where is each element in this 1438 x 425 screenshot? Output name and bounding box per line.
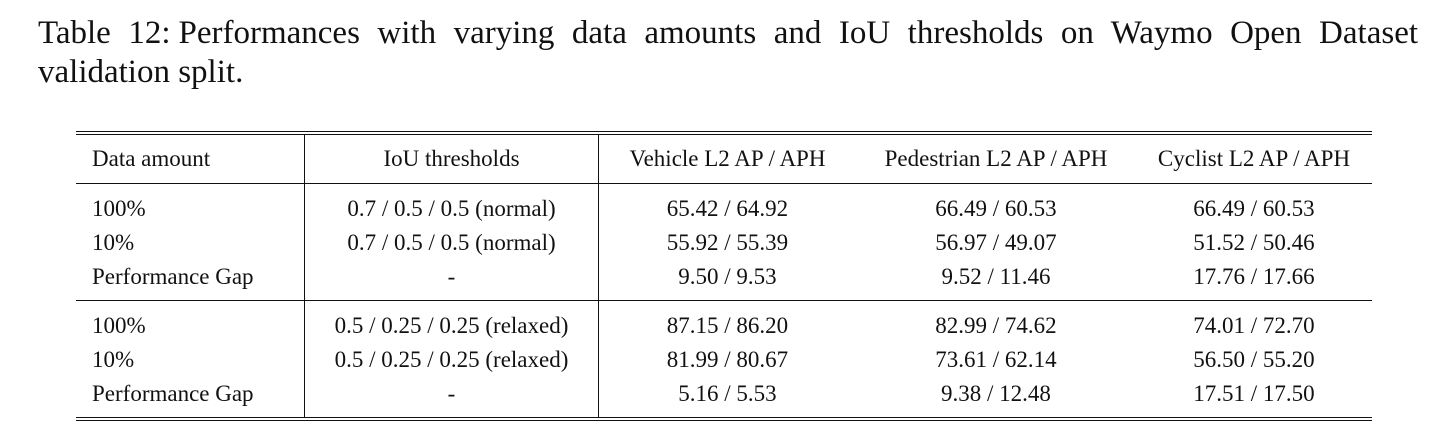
normal-threshold-group: 100% 0.7 / 0.5 / 0.5 (normal) 65.42 / 64…: [76, 183, 1372, 301]
cell-vehicle: 5.16 / 5.53: [678, 381, 777, 406]
header-pedestrian: Pedestrian L2 AP / APH: [856, 133, 1136, 184]
table-row: Performance Gap - 5.16 / 5.53 9.38 / 12.…: [76, 377, 1372, 419]
cell-cyclist: 17.76 / 17.66: [1136, 260, 1372, 301]
cell-cyclist: 56.50 / 55.20: [1193, 347, 1315, 372]
cell-data-amount: 10%: [76, 226, 305, 260]
caption-label: Table 12:: [38, 15, 171, 51]
table-caption: Table 12: Performances with varying data …: [38, 14, 1418, 92]
cell-vehicle: 65.42 / 64.92: [666, 196, 789, 221]
cell-pedestrian: 73.61 / 62.14: [935, 347, 1057, 372]
cell-data-amount: 10%: [76, 343, 305, 377]
table-row: 100% 0.7 / 0.5 / 0.5 (normal) 65.42 / 64…: [76, 183, 1372, 226]
cell-iou: 0.5 / 0.25 / 0.25 (relaxed): [304, 343, 599, 377]
cell-cyclist: 17.51 / 17.50: [1193, 381, 1315, 406]
header-data-amount: Data amount: [76, 133, 305, 184]
header-vehicle: Vehicle L2 AP / APH: [598, 133, 856, 184]
cell-iou: -: [304, 260, 599, 301]
caption-text: Performances with varying data amounts a…: [38, 15, 1419, 90]
cell-pedestrian: 56.97 / 49.07: [935, 230, 1057, 255]
cell-vehicle: 87.15 / 86.20: [666, 313, 789, 338]
cell-vehicle: 55.92 / 55.39: [666, 230, 789, 255]
cell-iou: 0.5 / 0.25 / 0.25 (relaxed): [304, 300, 599, 343]
cell-data-amount: 100%: [76, 300, 305, 343]
table-row: 10% 0.5 / 0.25 / 0.25 (relaxed) 81.99 / …: [76, 343, 1372, 377]
cell-pedestrian: 9.38 / 12.48: [941, 381, 1051, 406]
cell-pedestrian: 66.49 / 60.53: [935, 196, 1057, 221]
results-table: Data amount IoU thresholds Vehicle L2 AP…: [76, 131, 1372, 421]
header-iou-thresholds: IoU thresholds: [304, 133, 599, 184]
cell-cyclist: 51.52 / 50.46: [1193, 230, 1315, 255]
cell-vehicle: 9.50 / 9.53: [598, 260, 856, 301]
cell-cyclist: 66.49 / 60.53: [1193, 196, 1315, 221]
cell-pedestrian: 9.52 / 11.46: [856, 260, 1136, 301]
table-row: Performance Gap - 9.50 / 9.53 9.52 / 11.…: [76, 260, 1372, 301]
cell-iou: 0.7 / 0.5 / 0.5 (normal): [304, 183, 599, 226]
cell-cyclist: 74.01 / 72.70: [1193, 313, 1315, 338]
cell-data-amount: Performance Gap: [76, 377, 305, 419]
header-row: Data amount IoU thresholds Vehicle L2 AP…: [76, 133, 1372, 184]
cell-pedestrian: 82.99 / 74.62: [935, 313, 1057, 338]
cell-iou: -: [304, 377, 599, 419]
cell-data-amount: Performance Gap: [76, 260, 305, 301]
cell-data-amount: 100%: [76, 183, 305, 226]
table-row: 10% 0.7 / 0.5 / 0.5 (normal) 55.92 / 55.…: [76, 226, 1372, 260]
cell-vehicle: 81.99 / 80.67: [666, 347, 789, 372]
header-cyclist: Cyclist L2 AP / APH: [1136, 133, 1372, 184]
relaxed-threshold-group: 100% 0.5 / 0.25 / 0.25 (relaxed) 87.15 /…: [76, 300, 1372, 419]
table-row: 100% 0.5 / 0.25 / 0.25 (relaxed) 87.15 /…: [76, 300, 1372, 343]
cell-iou: 0.7 / 0.5 / 0.5 (normal): [304, 226, 599, 260]
